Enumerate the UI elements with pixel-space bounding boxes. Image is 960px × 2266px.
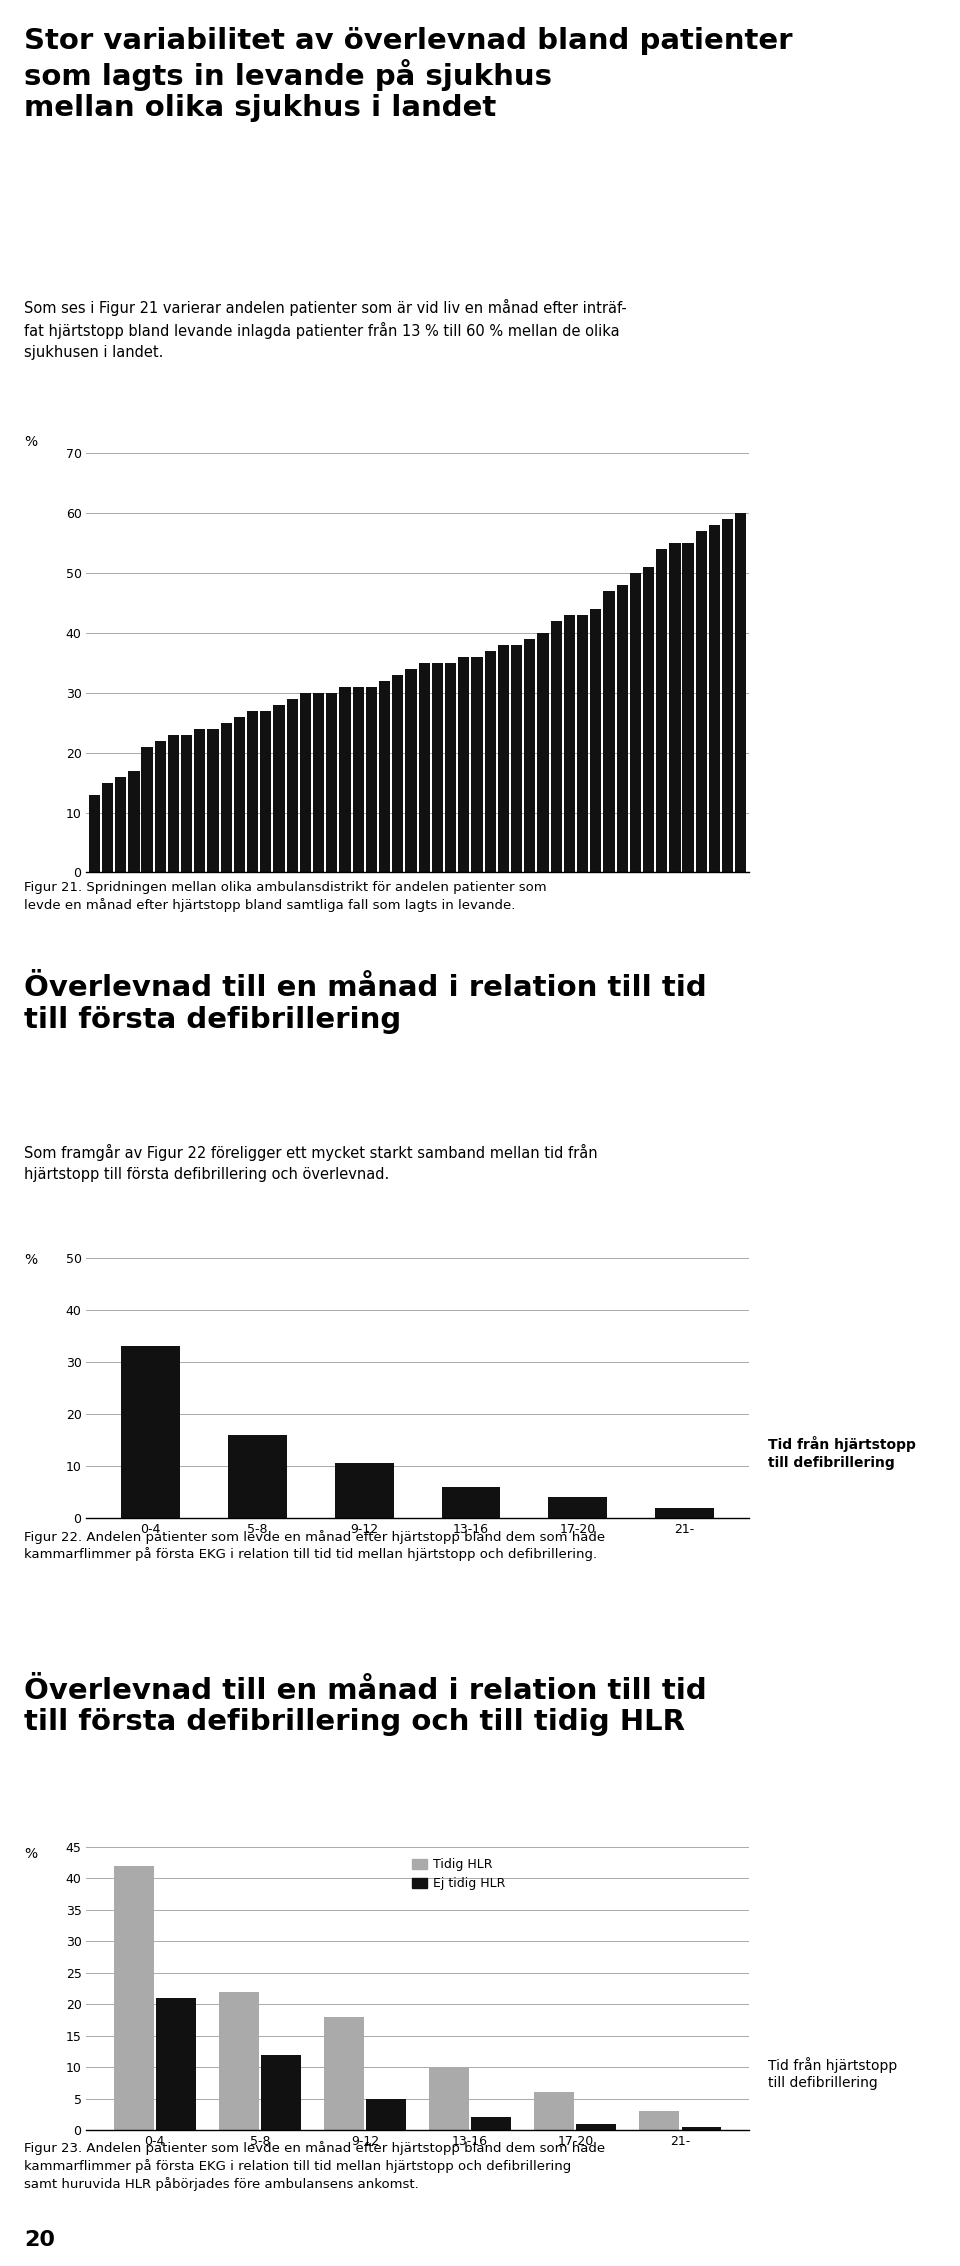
Bar bbox=[115, 777, 127, 872]
Bar bbox=[121, 1346, 180, 1518]
Bar bbox=[656, 548, 667, 872]
Bar bbox=[207, 730, 219, 872]
Bar bbox=[445, 662, 456, 872]
Bar bbox=[471, 657, 483, 872]
Bar bbox=[260, 712, 272, 872]
Bar bbox=[630, 573, 641, 872]
Bar bbox=[696, 530, 707, 872]
Bar bbox=[590, 610, 601, 872]
Bar bbox=[228, 1434, 287, 1518]
Bar bbox=[577, 614, 588, 872]
Text: %: % bbox=[24, 1847, 37, 1860]
Bar bbox=[669, 544, 681, 872]
Bar bbox=[113, 1865, 154, 2130]
Bar bbox=[335, 1464, 394, 1518]
Bar bbox=[379, 680, 390, 872]
Bar bbox=[247, 712, 258, 872]
Bar bbox=[352, 687, 364, 872]
Bar bbox=[324, 2017, 364, 2130]
Bar bbox=[313, 693, 324, 872]
Bar bbox=[141, 746, 153, 872]
Text: Överlevnad till en månad i relation till tid
till första defibrillering och till: Överlevnad till en månad i relation till… bbox=[24, 1677, 707, 1736]
Bar bbox=[300, 693, 311, 872]
Bar bbox=[498, 646, 509, 872]
Bar bbox=[603, 591, 614, 872]
Bar bbox=[548, 1498, 608, 1518]
Bar bbox=[722, 519, 733, 872]
Bar bbox=[576, 2123, 616, 2130]
Text: Överlevnad till en månad i relation till tid
till första defibrillering: Överlevnad till en månad i relation till… bbox=[24, 974, 707, 1033]
Bar bbox=[708, 526, 720, 872]
Legend: Tidig HLR, Ej tidig HLR: Tidig HLR, Ej tidig HLR bbox=[407, 1854, 511, 1894]
Bar bbox=[524, 639, 536, 872]
Bar bbox=[429, 2067, 469, 2130]
Text: Som ses i Figur 21 varierar andelen patienter som är vid liv en månad efter intr: Som ses i Figur 21 varierar andelen pati… bbox=[24, 299, 627, 360]
Bar bbox=[683, 544, 694, 872]
Bar bbox=[564, 614, 575, 872]
Bar bbox=[538, 632, 548, 872]
Text: Som framgår av Figur 22 föreligger ett mycket starkt samband mellan tid från
hjä: Som framgår av Figur 22 föreligger ett m… bbox=[24, 1144, 598, 1183]
Bar bbox=[234, 716, 245, 872]
Bar bbox=[442, 1486, 500, 1518]
Bar bbox=[156, 1999, 196, 2130]
Bar bbox=[458, 657, 469, 872]
Bar bbox=[219, 1992, 259, 2130]
Bar bbox=[393, 675, 403, 872]
Bar bbox=[735, 512, 747, 872]
Bar bbox=[274, 705, 285, 872]
Bar bbox=[471, 2116, 511, 2130]
Bar bbox=[326, 693, 337, 872]
Text: %: % bbox=[24, 1253, 37, 1267]
Bar bbox=[194, 730, 205, 872]
Bar bbox=[639, 2112, 680, 2130]
Text: 20: 20 bbox=[24, 2230, 55, 2250]
Text: Tid från hjärtstopp
till defibrillering: Tid från hjärtstopp till defibrillering bbox=[768, 1437, 916, 1471]
Bar bbox=[485, 650, 495, 872]
Bar bbox=[682, 2128, 722, 2130]
Bar bbox=[419, 662, 430, 872]
Text: %: % bbox=[24, 435, 37, 449]
Bar bbox=[535, 2092, 574, 2130]
Bar bbox=[550, 621, 562, 872]
Bar bbox=[405, 668, 417, 872]
Bar bbox=[261, 2055, 300, 2130]
Text: Figur 21. Spridningen mellan olika ambulansdistrikt för andelen patienter som
le: Figur 21. Spridningen mellan olika ambul… bbox=[24, 881, 546, 913]
Bar bbox=[366, 2098, 406, 2130]
Bar bbox=[102, 782, 113, 872]
Text: Tid från hjärtstopp
till defibrillering: Tid från hjärtstopp till defibrillering bbox=[768, 2058, 898, 2089]
Bar bbox=[616, 585, 628, 872]
Bar bbox=[366, 687, 377, 872]
Bar bbox=[129, 770, 139, 872]
Text: Figur 22. Andelen patienter som levde en månad efter hjärtstopp bland dem som ha: Figur 22. Andelen patienter som levde en… bbox=[24, 1530, 605, 1561]
Bar bbox=[88, 795, 100, 872]
Text: Figur 23. Andelen patienter som levde en månad efter hjärtstopp bland dem som ha: Figur 23. Andelen patienter som levde en… bbox=[24, 2141, 605, 2191]
Bar bbox=[181, 734, 192, 872]
Bar bbox=[221, 723, 232, 872]
Bar bbox=[643, 566, 654, 872]
Bar bbox=[432, 662, 443, 872]
Bar bbox=[155, 741, 166, 872]
Text: Stor variabilitet av överlevnad bland patienter
som lagts in levande på sjukhus
: Stor variabilitet av överlevnad bland pa… bbox=[24, 27, 793, 122]
Bar bbox=[656, 1507, 714, 1518]
Bar bbox=[287, 698, 298, 872]
Bar bbox=[340, 687, 350, 872]
Bar bbox=[511, 646, 522, 872]
Bar bbox=[168, 734, 180, 872]
